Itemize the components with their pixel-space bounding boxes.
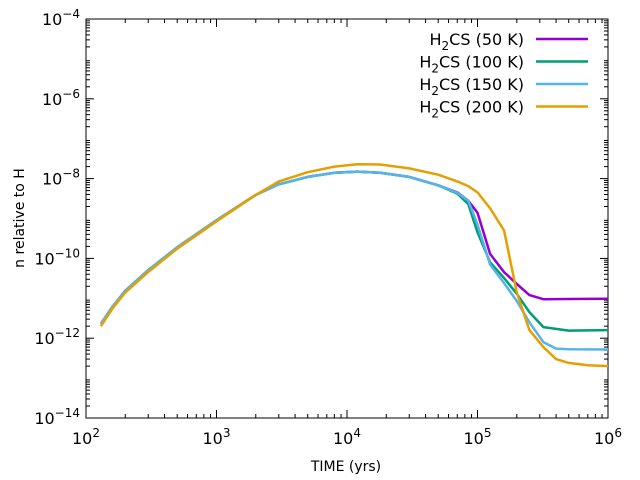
series-line-4 [99, 162, 608, 368]
x-tick-label: 106 [594, 426, 622, 448]
y-tick-label: 10−14 [34, 406, 80, 428]
legend-label-4: H2CS (200 K) [419, 98, 524, 121]
y-tick-label: 10−12 [34, 326, 80, 348]
legend-label-1: H2CS (50 K) [429, 30, 524, 53]
x-tick-label: 104 [333, 426, 361, 448]
x-tick-label: 102 [72, 426, 100, 448]
legend: H2CS (50 K)H2CS (100 K)H2CS (150 K)H2CS … [419, 30, 588, 121]
legend-label-3: H2CS (150 K) [419, 75, 524, 98]
y-tick-label: 10−6 [42, 87, 80, 109]
y-tick-label: 10−10 [34, 246, 80, 268]
x-tick-label: 105 [464, 426, 492, 448]
y-tick-label: 10−8 [42, 167, 80, 189]
x-axis-label: TIME (yrs) [310, 459, 381, 475]
y-axis-label: n relative to H [12, 168, 28, 268]
y-tick-label: 10−4 [42, 7, 80, 29]
plot-frame [85, 18, 609, 419]
series-line-3 [99, 170, 608, 351]
plot-area [85, 18, 609, 419]
series-lines [99, 162, 608, 368]
axes: 102 103 104 105 106 10−14 10−12 10−10 10−8 10−6 10… [34, 7, 622, 448]
legend-label-2: H2CS (100 K) [419, 53, 524, 76]
x-tick-label: 103 [203, 426, 231, 448]
series-line-2 [99, 170, 608, 332]
